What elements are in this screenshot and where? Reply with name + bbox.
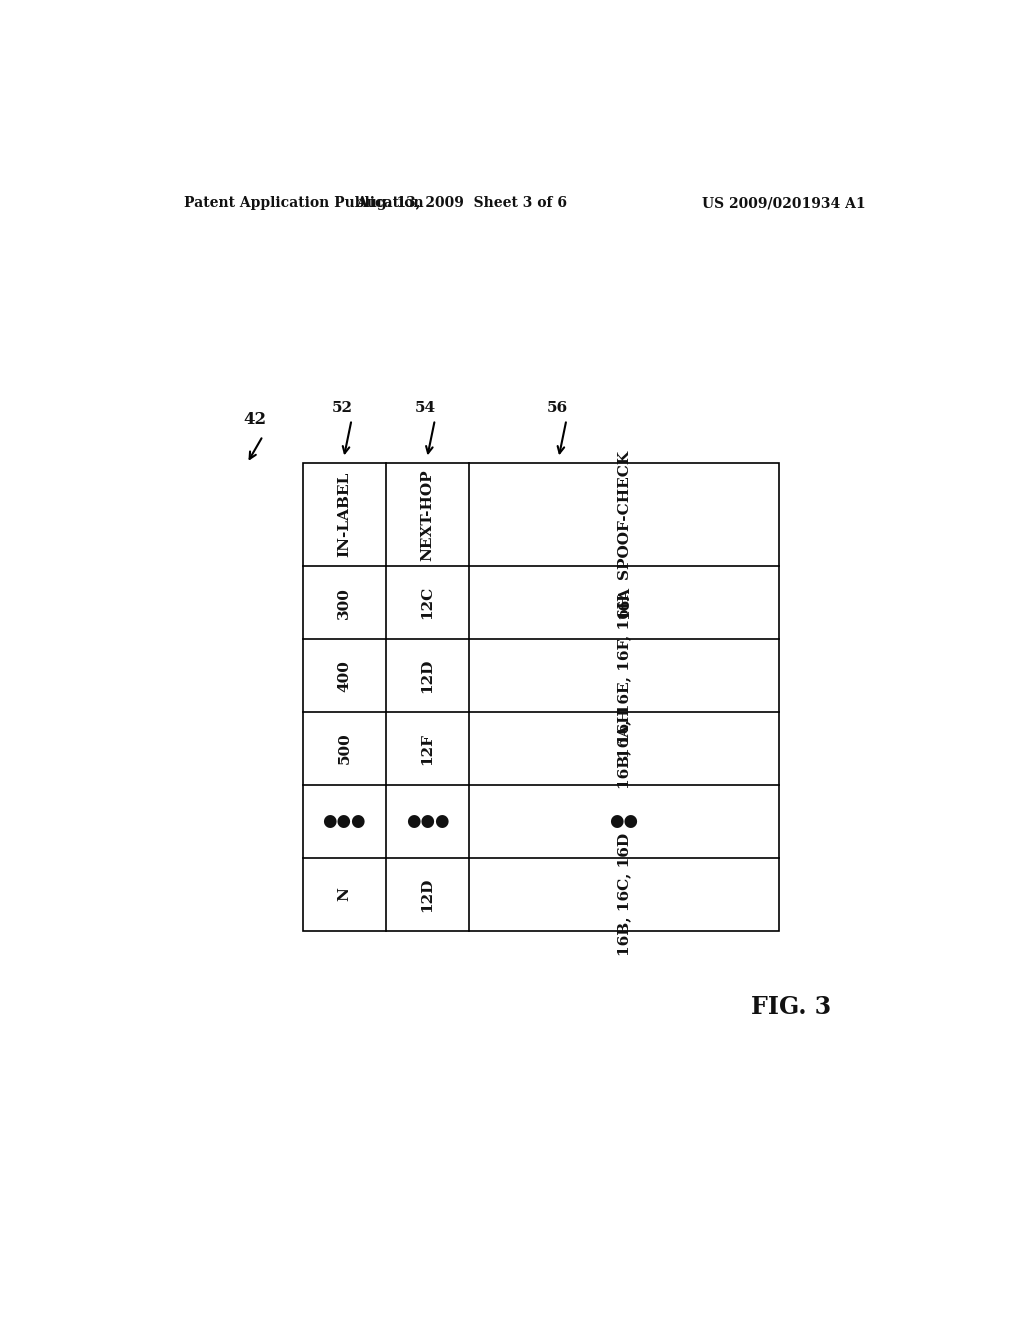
Text: 12D: 12D (421, 878, 434, 912)
Text: 400: 400 (337, 660, 351, 692)
Text: ●●●: ●●● (406, 813, 450, 830)
Text: ●●●: ●●● (323, 813, 366, 830)
Bar (303, 463, 778, 931)
Text: 12D: 12D (421, 659, 434, 693)
Text: ●●: ●● (609, 813, 639, 830)
Text: NEXT-HOP: NEXT-HOP (421, 469, 434, 561)
Text: 500: 500 (337, 733, 351, 764)
Text: 16B, 16C, 16D: 16B, 16C, 16D (617, 833, 631, 956)
Text: 12C: 12C (421, 586, 434, 619)
Text: 300: 300 (337, 586, 351, 619)
Text: 16A: 16A (617, 586, 631, 619)
Text: SPOOF-CHECK: SPOOF-CHECK (617, 450, 631, 579)
Text: Aug. 13, 2009  Sheet 3 of 6: Aug. 13, 2009 Sheet 3 of 6 (355, 195, 567, 210)
Text: 54: 54 (415, 400, 436, 414)
Text: 52: 52 (332, 400, 352, 414)
Text: US 2009/0201934 A1: US 2009/0201934 A1 (702, 195, 866, 210)
Text: 16A, 16E, 16F, 16H: 16A, 16E, 16F, 16H (617, 594, 631, 758)
Text: N: N (337, 887, 351, 902)
Text: 12F: 12F (421, 733, 434, 764)
Text: 56: 56 (547, 400, 567, 414)
Text: Patent Application Publication: Patent Application Publication (183, 195, 423, 210)
Text: 16B, 16H: 16B, 16H (617, 709, 631, 789)
Text: FIG. 3: FIG. 3 (751, 995, 830, 1019)
Text: IN-LABEL: IN-LABEL (337, 473, 351, 557)
Text: 42: 42 (243, 411, 266, 428)
